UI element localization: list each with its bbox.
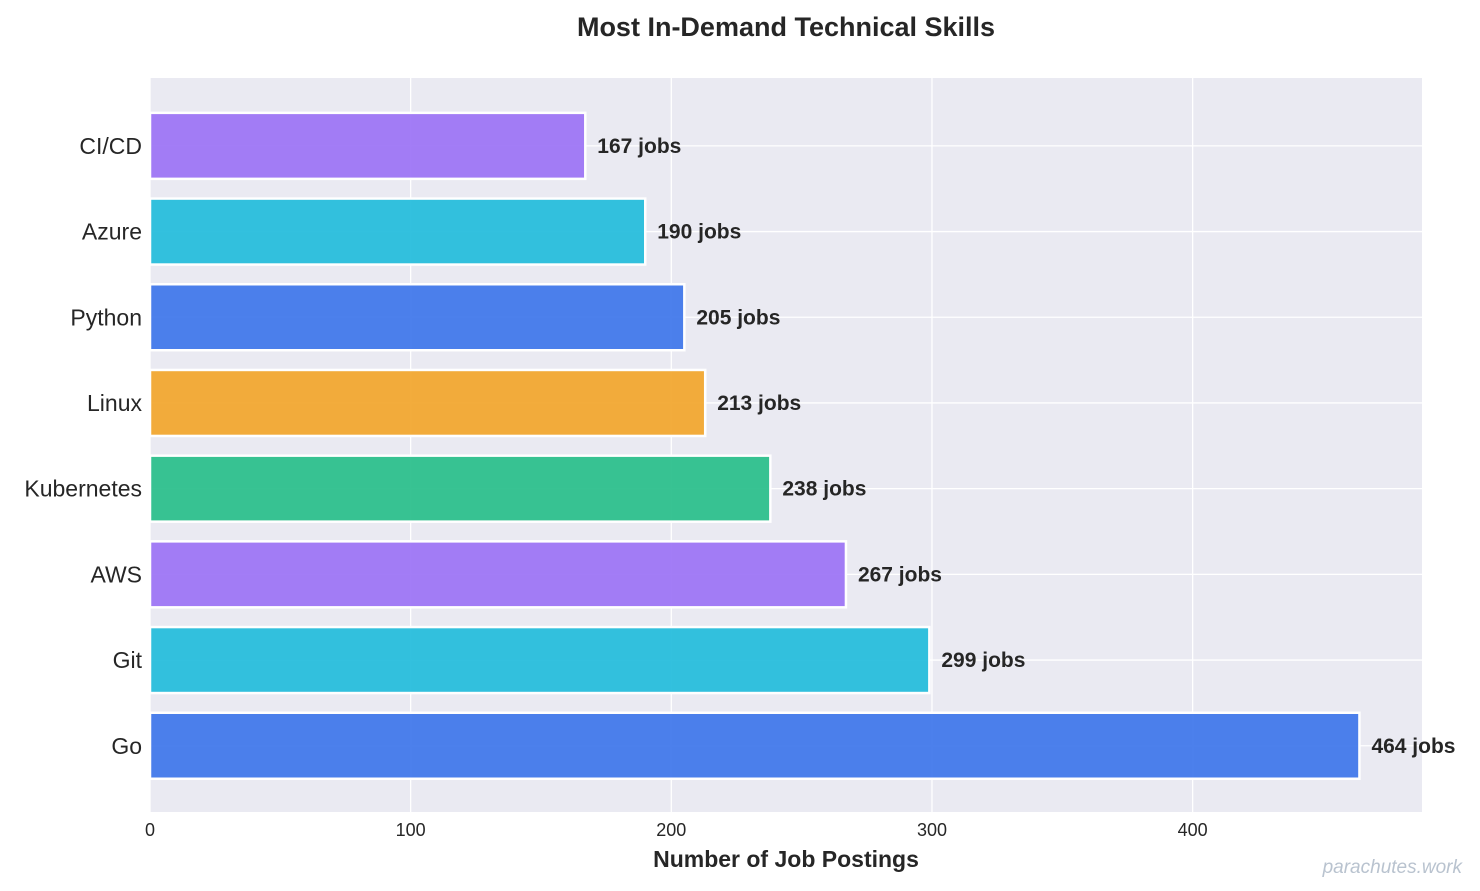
plot-area bbox=[150, 78, 1422, 812]
x-tick-label: 100 bbox=[396, 820, 426, 840]
bar bbox=[148, 540, 848, 609]
x-tick-labels: 0 100 200 300 400 bbox=[145, 820, 1208, 840]
data-label: 238 jobs bbox=[782, 478, 866, 501]
bar bbox=[148, 711, 1361, 780]
x-tick-label: 200 bbox=[656, 820, 686, 840]
bar bbox=[148, 197, 647, 266]
y-tick-label: Python bbox=[70, 304, 142, 330]
data-label: 267 jobs bbox=[858, 563, 942, 586]
data-label: 213 jobs bbox=[717, 392, 801, 415]
data-label: 167 jobs bbox=[597, 135, 681, 158]
data-labels: 167 jobs 190 jobs 205 jobs 213 jobs 238 jobs… bbox=[597, 135, 1455, 758]
data-label: 464 jobs bbox=[1371, 735, 1455, 758]
x-tick-label: 400 bbox=[1178, 820, 1208, 840]
bar bbox=[148, 368, 707, 438]
y-tick-label: Git bbox=[113, 647, 143, 673]
x-tick-label: 0 bbox=[145, 820, 155, 840]
y-tick-label: CI/CD bbox=[79, 133, 142, 159]
x-axis-label: Number of Job Postings bbox=[653, 846, 919, 872]
y-tick-label: Go bbox=[111, 733, 142, 759]
data-label: 299 jobs bbox=[941, 649, 1025, 672]
bar bbox=[148, 625, 931, 695]
bar bbox=[148, 283, 686, 352]
y-tick-label: Azure bbox=[82, 219, 142, 245]
y-tick-label: AWS bbox=[90, 561, 142, 587]
y-tick-labels: CI/CD Azure Python Linux Kubernetes AWS Git Go bbox=[24, 133, 142, 759]
y-tick-label: Linux bbox=[87, 390, 142, 416]
data-label: 205 jobs bbox=[696, 306, 780, 329]
watermark: parachutes.work bbox=[1322, 857, 1464, 878]
bar bbox=[148, 111, 587, 181]
y-tick-label: Kubernetes bbox=[24, 476, 142, 502]
chart-title: Most In-Demand Technical Skills bbox=[577, 12, 995, 42]
x-tick-label: 300 bbox=[917, 820, 947, 840]
bars bbox=[148, 111, 1361, 780]
data-label: 190 jobs bbox=[657, 221, 741, 244]
bar bbox=[148, 454, 772, 523]
